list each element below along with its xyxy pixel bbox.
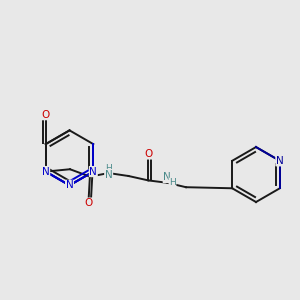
Text: N: N [276,156,284,166]
Text: H: H [169,178,176,187]
Text: N: N [42,167,50,177]
Text: O: O [42,110,50,120]
Text: N: N [89,167,97,177]
Text: N: N [66,180,74,190]
Text: O: O [144,149,152,159]
Text: N: N [163,172,171,182]
Text: N: N [105,169,112,179]
Text: O: O [84,198,92,208]
Text: H: H [105,164,112,173]
